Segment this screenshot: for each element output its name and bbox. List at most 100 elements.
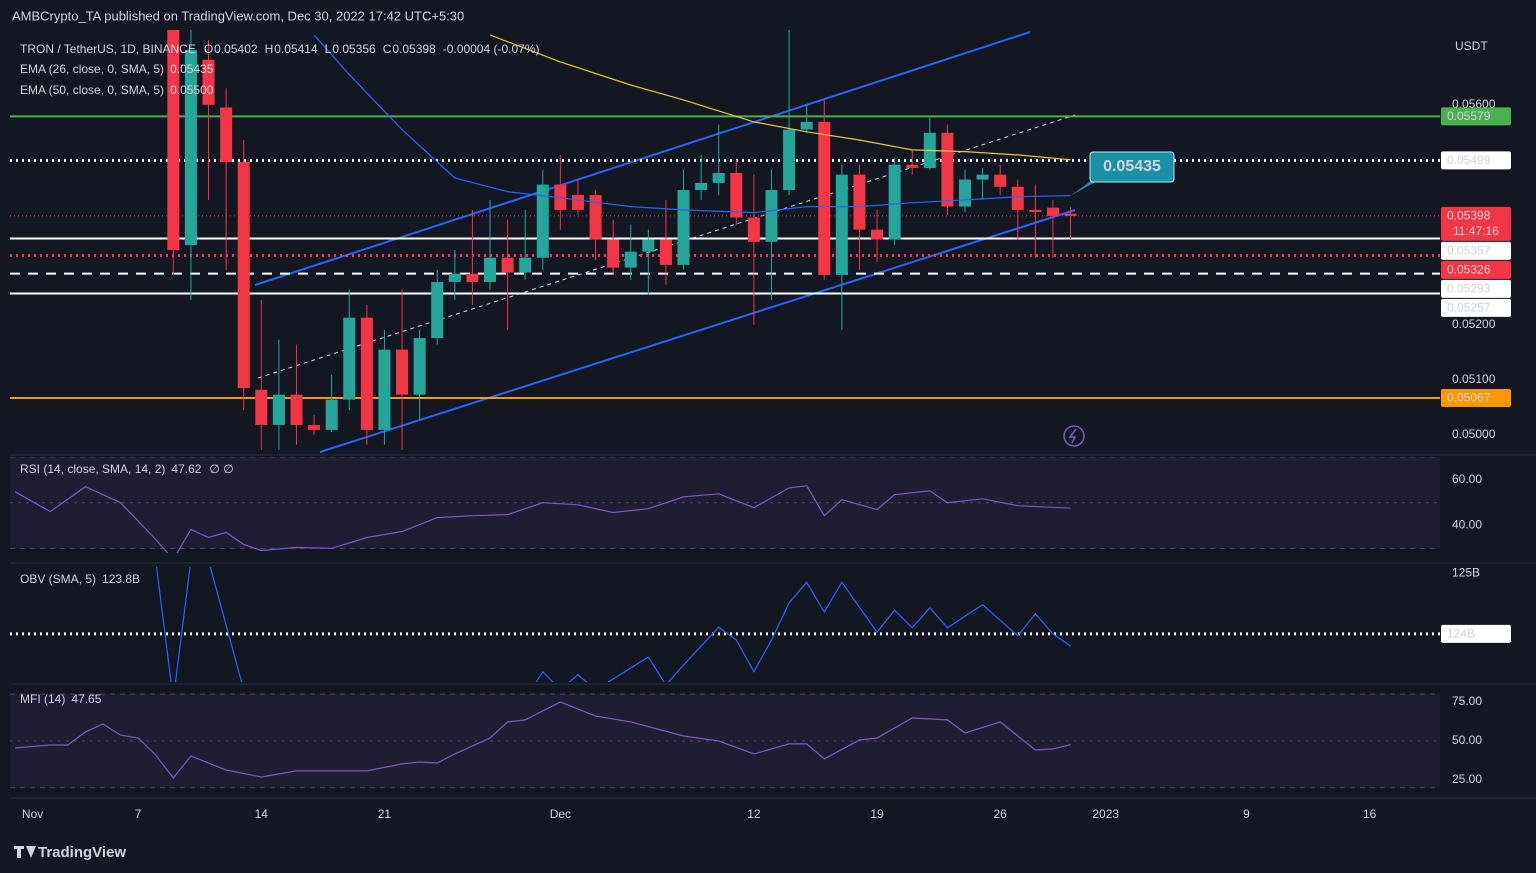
candle-body <box>1046 207 1059 216</box>
legend-text: 0.05356 <box>332 42 376 56</box>
candle-body <box>501 257 514 273</box>
y-tick-label: 40.00 <box>1452 518 1482 532</box>
candle-body <box>571 195 584 210</box>
level-label: 0.05499 <box>1447 153 1491 167</box>
candle-body <box>677 190 690 265</box>
candle-body <box>1064 213 1077 216</box>
y-tick-label: 50.00 <box>1452 733 1482 747</box>
candle-body <box>906 164 919 169</box>
candle-body <box>202 59 215 105</box>
legend-text: ∅ ∅ <box>209 462 233 476</box>
candle-body <box>695 182 708 191</box>
callout-box <box>1089 151 1175 183</box>
candle-body <box>448 273 461 282</box>
brand: TradingView <box>38 844 126 861</box>
callout-label: 0.05435 <box>1103 158 1161 175</box>
y-tick-label: 0.05100 <box>1452 372 1496 386</box>
brand-logo <box>14 846 36 858</box>
pane <box>10 567 1440 682</box>
candle-body <box>589 195 602 240</box>
candle-body <box>818 121 831 275</box>
level-label-box <box>1441 624 1511 643</box>
candle-body <box>730 173 743 218</box>
callout-pointer <box>1070 178 1103 196</box>
candle-body <box>941 132 954 207</box>
candle-body <box>360 317 373 430</box>
indicator-line <box>14 485 1071 553</box>
legend-text: TRON / TetherUS, 1D, BINANCE <box>20 42 196 56</box>
candle-body <box>220 107 233 163</box>
level-label-box <box>1441 279 1511 298</box>
legend-text: MFI (14) <box>20 692 65 706</box>
level-label-box <box>1441 241 1511 260</box>
candle-body <box>325 399 338 430</box>
pane <box>10 693 1440 789</box>
ema-line <box>489 34 1071 161</box>
alert-icon <box>1063 425 1085 447</box>
legend-text: 0.05402 <box>214 42 258 56</box>
candle-body <box>1029 209 1042 213</box>
level-label-box <box>1441 107 1511 126</box>
y-tick-label: 0.05000 <box>1452 427 1496 441</box>
candle-body <box>378 349 391 430</box>
currency: USDT <box>1455 39 1488 53</box>
countdown: 11:47:16 <box>1453 224 1499 238</box>
indicator-line <box>155 567 1071 682</box>
level-label: 0.05326 <box>1447 263 1491 277</box>
candle-body <box>712 173 725 183</box>
candle-body <box>466 273 479 282</box>
candle-body <box>413 338 426 395</box>
candle-body <box>184 49 197 246</box>
x-tick-label: 14 <box>255 807 269 821</box>
candle-body <box>237 162 250 389</box>
y-tick-label: 125B <box>1452 565 1480 579</box>
ema-line <box>313 34 1071 214</box>
level-label-box <box>1441 298 1511 317</box>
pane <box>10 30 1440 450</box>
candle-body <box>536 184 549 258</box>
candle-body <box>396 349 409 395</box>
level-label: 124B <box>1447 627 1475 641</box>
legend-text: 0.05500 <box>170 83 214 97</box>
candle-body <box>607 239 620 268</box>
header: AMBCrypto_TA published on TradingView.co… <box>12 8 464 23</box>
legend-text: 0.05398 <box>392 42 436 56</box>
legend-text: 0.05435 <box>170 62 214 76</box>
level-label: 0.05579 <box>1447 109 1491 123</box>
legend-text: 123.8B <box>102 572 140 586</box>
y-tick-label: 0.05200 <box>1452 317 1496 331</box>
x-tick-label: 19 <box>870 807 884 821</box>
level-label: 0.05067 <box>1447 391 1491 405</box>
candle-body <box>642 239 655 252</box>
level-label-box <box>1441 388 1511 407</box>
legend-text: H <box>265 42 274 56</box>
legend-text: 47.62 <box>171 462 201 476</box>
x-tick-label: 12 <box>747 807 761 821</box>
candle-body <box>308 424 321 430</box>
x-tick-label: Dec <box>550 807 571 821</box>
legend-text: 0.05414 <box>274 42 318 56</box>
candle-body <box>167 30 180 251</box>
y-tick-label: 60.00 <box>1452 472 1482 486</box>
y-tick-label: 75.00 <box>1452 694 1482 708</box>
alert-icon-bolt <box>1068 428 1077 444</box>
candle-body <box>255 389 268 425</box>
pane <box>10 457 1440 553</box>
candle-body <box>659 239 672 265</box>
level-label-box <box>1441 151 1511 170</box>
x-tick-label: 26 <box>994 807 1008 821</box>
channel-mid <box>257 114 1076 379</box>
x-tick-label: Nov <box>22 807 43 821</box>
legend-text: 47.65 <box>71 692 101 706</box>
candle-body <box>835 174 848 275</box>
candle-body <box>853 174 866 230</box>
candle-body <box>800 121 813 130</box>
candle-body <box>994 174 1007 187</box>
x-tick-label: 16 <box>1363 807 1377 821</box>
level-label-box <box>1441 206 1511 241</box>
level-label: 0.05357 <box>1447 244 1491 258</box>
channel-lower <box>319 209 1076 453</box>
candle-body <box>290 394 303 425</box>
